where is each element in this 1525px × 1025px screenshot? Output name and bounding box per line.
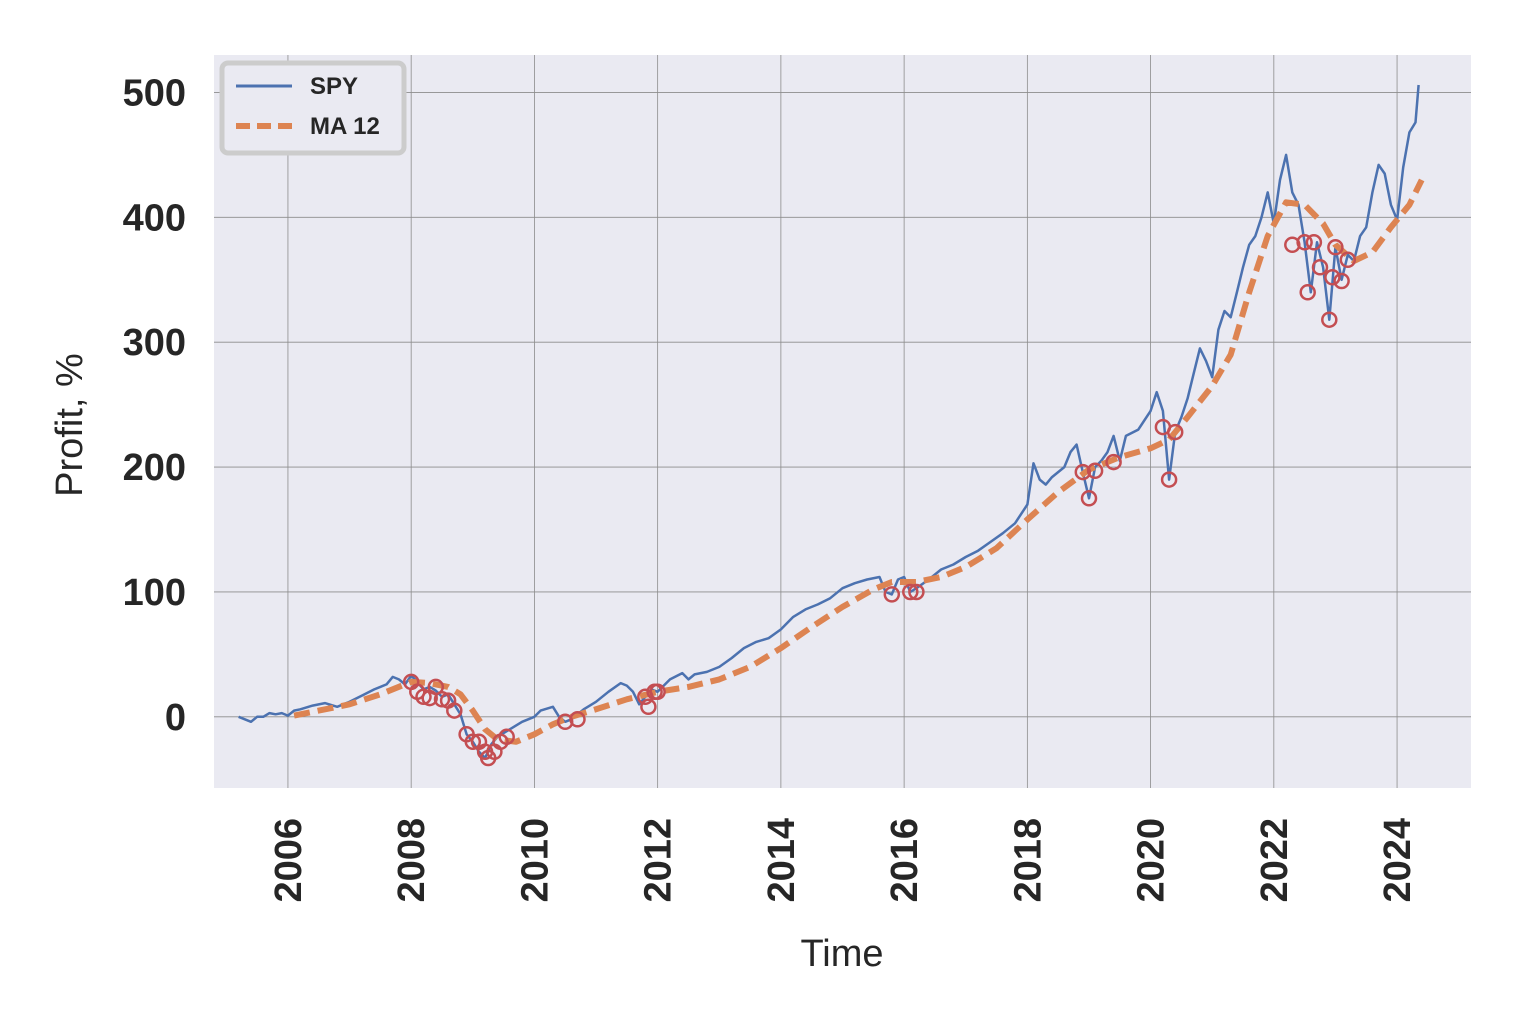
y-tick-label: 500 [123,72,186,114]
plot-background [214,55,1471,788]
y-tick-label: 100 [123,572,186,614]
signal-marker [883,586,901,603]
signal-marker [415,688,432,706]
grid [214,55,1471,788]
signal-marker [1311,259,1329,276]
signal-marker [1074,463,1092,481]
x-tick-label: 2022 [1254,818,1296,903]
x-tick-label: 2008 [391,818,433,903]
x-tick-label: 2014 [761,818,803,903]
signal-marker [1299,284,1316,301]
signal-marker [1333,272,1350,290]
signal-marker [1160,471,1178,488]
x-tick-label: 2010 [514,818,556,903]
x-tick-label: 2006 [268,818,310,903]
series-line-spy [238,84,1420,760]
x-tick-label: 2024 [1377,818,1419,903]
signal-marker [1321,311,1338,328]
signal-marker [1105,453,1122,471]
series-layer [238,84,1425,760]
signal-marker [649,683,666,701]
y-tick-label: 0 [165,697,186,739]
signal-marker [569,711,586,728]
signal-marker [1339,251,1357,269]
x-tick-label: 2012 [638,818,680,903]
signal-marker [498,728,515,746]
x-tick-label: 2020 [1131,818,1173,903]
x-tick-label: 2018 [1007,818,1049,903]
signal-marker [1327,239,1344,256]
signal-marker [640,698,657,716]
signal-marker [433,691,451,708]
x-axis-ticks: 2006 2008 2010 2012 2014 2016 2018 2020 2022 2024 [268,818,1419,903]
signal-marker [1086,462,1104,480]
signal-marker [1166,423,1184,441]
signal-marker [1305,234,1323,251]
signal-marker [908,583,925,601]
x-axis-label: Time [800,933,883,975]
series-line-ma12 [293,178,1425,745]
x-tick-label: 2016 [884,818,926,903]
legend-label-ma12: MA 12 [310,113,380,140]
marker-layer [402,234,1357,767]
signal-marker [464,733,482,751]
signal-marker [1296,234,1313,251]
legend-label-spy: SPY [310,73,358,100]
y-tick-label: 200 [123,447,186,489]
legend: SPY MA 12 [219,60,407,156]
y-axis-label: Profit, % [49,353,91,497]
signal-marker [1324,269,1341,286]
y-tick-label: 300 [123,322,186,364]
signal-marker [902,583,919,601]
signal-marker [1080,490,1098,507]
y-tick-label: 400 [123,197,186,239]
y-axis-ticks: 0 100 200 300 400 500 [123,72,186,738]
signal-marker [446,702,463,719]
